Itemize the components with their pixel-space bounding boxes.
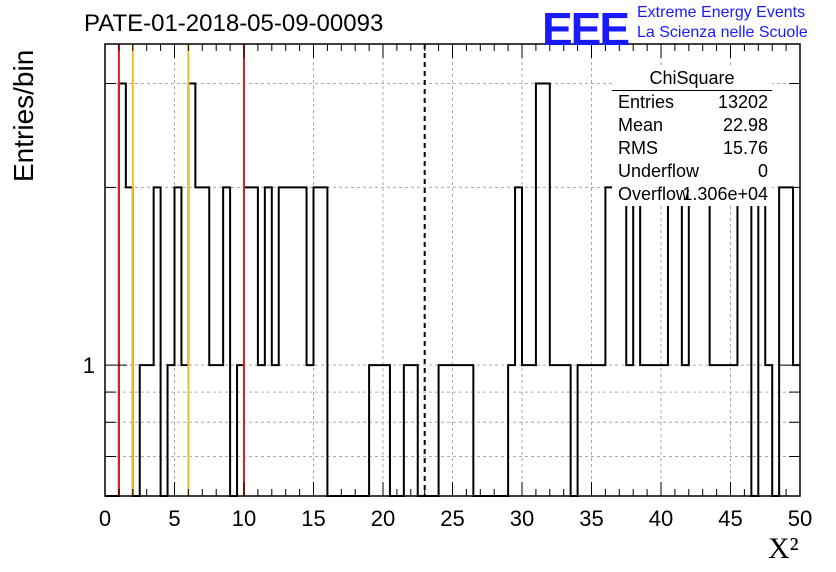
stats-value: 13202 <box>717 92 768 112</box>
x-tick-label: 50 <box>788 506 812 531</box>
eee-logo: EEE <box>542 3 630 55</box>
stats-row-overflow: Overflow 1.306e+04 <box>612 183 772 206</box>
stats-key: Mean <box>618 115 664 135</box>
y-axis-label: Entries/bin <box>8 49 39 182</box>
stats-row-underflow: Underflow 0 <box>612 160 772 183</box>
stats-row-entries: Entries 13202 <box>612 91 772 114</box>
x-tick-label: 45 <box>718 506 742 531</box>
stats-key: Underflow <box>618 161 700 181</box>
x-tick-label: 5 <box>168 506 180 531</box>
stats-value: 1.306e+04 <box>682 184 768 204</box>
stats-row-mean: Mean 22.98 <box>612 114 772 137</box>
stats-value: 22.98 <box>722 115 768 135</box>
x-tick-label: 30 <box>510 506 534 531</box>
x-tick-label: 25 <box>440 506 464 531</box>
axis-tick-labels: 0 5 10 15 20 25 30 35 40 45 50 1 <box>83 353 812 531</box>
x-tick-label: 40 <box>649 506 673 531</box>
vertical-marker-lines <box>117 44 426 496</box>
stats-title: ChiSquare <box>612 66 772 91</box>
x-tick-label: 0 <box>99 506 111 531</box>
stats-value: 0 <box>757 161 768 181</box>
y-tick-label: 1 <box>83 353 95 378</box>
chart-title: PATE-01-2018-05-09-00093 <box>84 10 384 37</box>
histogram-series <box>105 82 800 497</box>
x-axis-label: X² <box>768 532 799 565</box>
x-tick-label: 20 <box>371 506 395 531</box>
stats-key: Entries <box>618 92 675 112</box>
stats-box: ChiSquare Entries 13202 Mean 22.98 RMS 1… <box>612 66 772 206</box>
histogram-line <box>105 82 800 497</box>
stats-key: RMS <box>618 138 658 158</box>
logo-line-2: La Scienza nelle Scuole <box>637 24 808 41</box>
stats-key: Overflow <box>618 184 690 204</box>
stats-value: 15.76 <box>722 138 768 158</box>
x-tick-label: 35 <box>579 506 603 531</box>
axis-ticks <box>104 44 801 496</box>
x-tick-label: 10 <box>232 506 256 531</box>
x-tick-label: 15 <box>301 506 325 531</box>
stats-row-rms: RMS 15.76 <box>612 137 772 160</box>
logo-line-1: Extreme Energy Events <box>637 4 806 21</box>
